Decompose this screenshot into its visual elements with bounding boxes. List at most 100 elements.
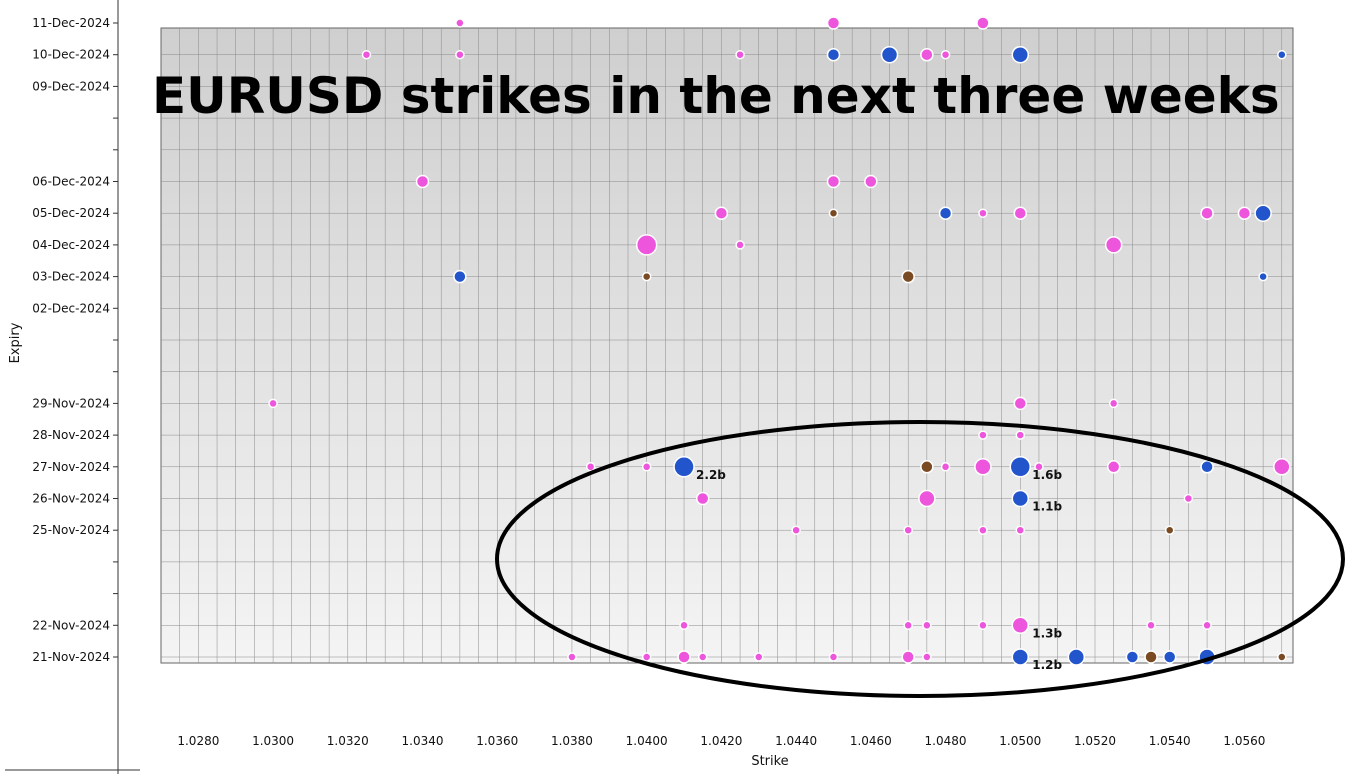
- data-label: 1.3b: [1032, 626, 1062, 640]
- data-point: [735, 49, 745, 60]
- data-point: [1144, 650, 1158, 664]
- data-point: [826, 16, 841, 30]
- data-point: [1011, 489, 1030, 508]
- data-point: [1202, 620, 1212, 631]
- y-tick-label: 10-Dec-2024: [32, 48, 110, 62]
- data-point: [1237, 206, 1252, 220]
- data-point: [1146, 620, 1156, 631]
- x-tick-label: 1.0440: [775, 734, 817, 748]
- data-point: [754, 652, 764, 662]
- plot-area: [160, 27, 1294, 664]
- y-tick-label: 27-Nov-2024: [32, 460, 110, 474]
- data-point: [1273, 458, 1291, 476]
- data-point: [826, 174, 841, 189]
- data-point: [978, 525, 988, 535]
- data-point: [918, 489, 936, 508]
- data-point: [697, 652, 708, 662]
- y-tick-label: 05-Dec-2024: [32, 206, 110, 220]
- y-tick-label: 04-Dec-2024: [32, 238, 110, 252]
- data-point: [1106, 460, 1121, 474]
- data-point: [1200, 206, 1214, 220]
- data-point: [903, 525, 913, 535]
- y-tick-label: 03-Dec-2024: [32, 270, 110, 284]
- data-point: [938, 206, 953, 220]
- grid: [161, 28, 1293, 663]
- data-point: [901, 269, 915, 284]
- data-point: [828, 652, 839, 662]
- data-point: [1011, 45, 1030, 64]
- data-label: 1.6b: [1032, 468, 1062, 482]
- data-point: [903, 620, 913, 631]
- data-label: 2.2b: [696, 468, 726, 482]
- x-tick-label: 1.0300: [252, 734, 294, 748]
- data-label: 1.1b: [1032, 500, 1062, 514]
- data-point: [922, 652, 932, 662]
- data-point: [976, 16, 990, 30]
- data-point: [714, 206, 729, 220]
- x-tick-label: 1.0480: [925, 734, 967, 748]
- x-tick-labels: 1.0280 1.0300 1.0320 1.0340 1.0360 1.0380 1.04…: [177, 734, 1265, 748]
- x-tick-label: 1.0460: [850, 734, 892, 748]
- data-label: 1.2b: [1032, 658, 1062, 672]
- x-tick-label: 1.0540: [1149, 734, 1191, 748]
- data-point: [922, 620, 932, 631]
- y-tick-label: 29-Nov-2024: [32, 396, 110, 410]
- data-point: [677, 650, 691, 664]
- y-tick-label: 21-Nov-2024: [32, 650, 110, 664]
- data-point: [585, 462, 596, 472]
- y-tick-label: 28-Nov-2024: [32, 428, 110, 442]
- data-point: [673, 456, 695, 478]
- data-point: [864, 174, 878, 189]
- data-point: [1015, 525, 1026, 535]
- data-point: [828, 208, 839, 218]
- x-tick-label: 1.0340: [402, 734, 444, 748]
- data-point: [1011, 648, 1030, 666]
- data-point: [1183, 493, 1194, 504]
- data-point: [1162, 650, 1177, 664]
- data-point: [1067, 648, 1086, 666]
- data-point: [901, 650, 915, 664]
- data-point: [567, 652, 577, 662]
- data-point: [826, 47, 841, 62]
- chart-title: EURUSD strikes in the next three weeks: [152, 67, 1280, 125]
- data-point: [978, 430, 988, 440]
- data-point: [635, 234, 658, 256]
- data-point: [641, 271, 652, 282]
- annotations: 2.2b 1.6b 1.1b 1.3b 1.2b: [696, 468, 1062, 672]
- data-point: [1034, 462, 1044, 472]
- data-points: [268, 16, 1291, 666]
- data-point: [1277, 652, 1287, 662]
- data-point: [641, 652, 652, 662]
- highlight-ellipse: [495, 420, 1345, 698]
- x-tick-label: 1.0360: [476, 734, 518, 748]
- y-tick-label: 06-Dec-2024: [32, 175, 110, 189]
- data-point: [268, 398, 278, 409]
- data-point: [1277, 49, 1287, 60]
- x-tick-label: 1.0420: [700, 734, 742, 748]
- data-point: [974, 458, 992, 476]
- x-tick-label: 1.0380: [551, 734, 593, 748]
- data-point: [1013, 396, 1028, 411]
- data-point: [1108, 398, 1119, 409]
- data-point: [1009, 456, 1032, 478]
- data-point: [940, 462, 951, 472]
- x-tick-label: 1.0520: [1074, 734, 1116, 748]
- y-tick-labels: 21-Nov-2024 22-Nov-2024 25-Nov-2024 26-Nov-…: [32, 16, 118, 664]
- data-point: [695, 491, 710, 506]
- data-point: [1125, 650, 1140, 664]
- data-point: [361, 49, 372, 60]
- data-point: [1258, 271, 1268, 282]
- data-point: [1104, 236, 1123, 254]
- data-point: [880, 45, 899, 64]
- x-tick-label: 1.0320: [327, 734, 369, 748]
- data-point: [940, 49, 951, 60]
- data-point: [641, 462, 652, 472]
- data-point: [1011, 616, 1030, 635]
- x-axis-title: Strike: [751, 754, 788, 769]
- x-tick-label: 1.0400: [626, 734, 668, 748]
- data-point: [455, 49, 465, 60]
- data-point: [1164, 525, 1175, 535]
- data-point: [920, 47, 934, 62]
- data-point: [791, 525, 801, 535]
